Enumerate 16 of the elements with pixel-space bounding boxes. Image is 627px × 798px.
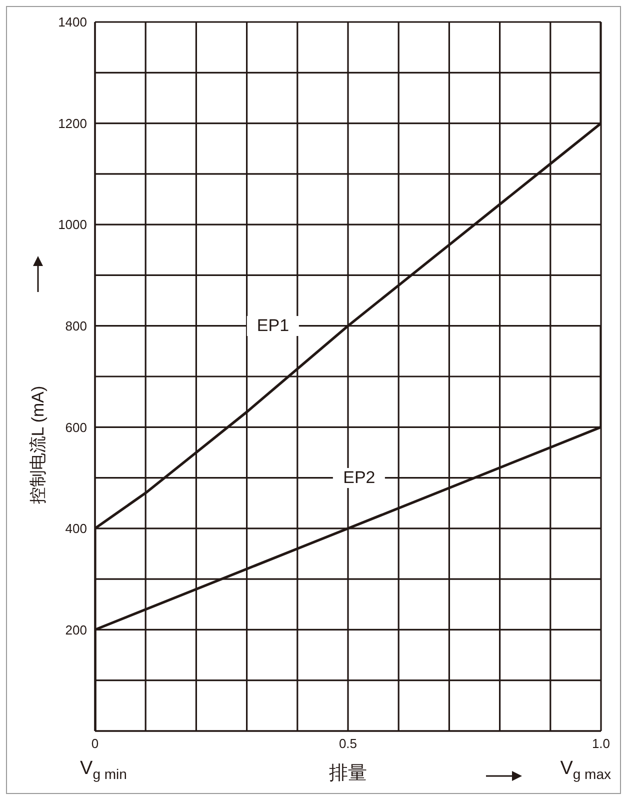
y-tick-label: 800 (65, 318, 87, 334)
y-tick-label: 1000 (58, 217, 87, 232)
series-label: EP2 (333, 468, 386, 488)
x-tick-label: 0.5 (338, 736, 358, 752)
y-axis-title: 控制电流L (mA) (28, 386, 48, 504)
x-axis-title: 排量 (329, 762, 367, 786)
y-tick-label: 200 (65, 622, 87, 638)
text: V$_{g min}$ (80, 758, 127, 782)
x-tick-label: 0 (91, 736, 99, 752)
x-tick-label: 1.0 (592, 736, 610, 752)
y-tick-label: 400 (65, 521, 87, 536)
series-label: EP1 (246, 316, 300, 336)
y-tick-label: 1200 (58, 116, 87, 131)
text: V$_{g max}$ (560, 758, 611, 782)
y-tick-label: 600 (65, 420, 87, 435)
y-tick-label: 1400 (58, 14, 87, 30)
